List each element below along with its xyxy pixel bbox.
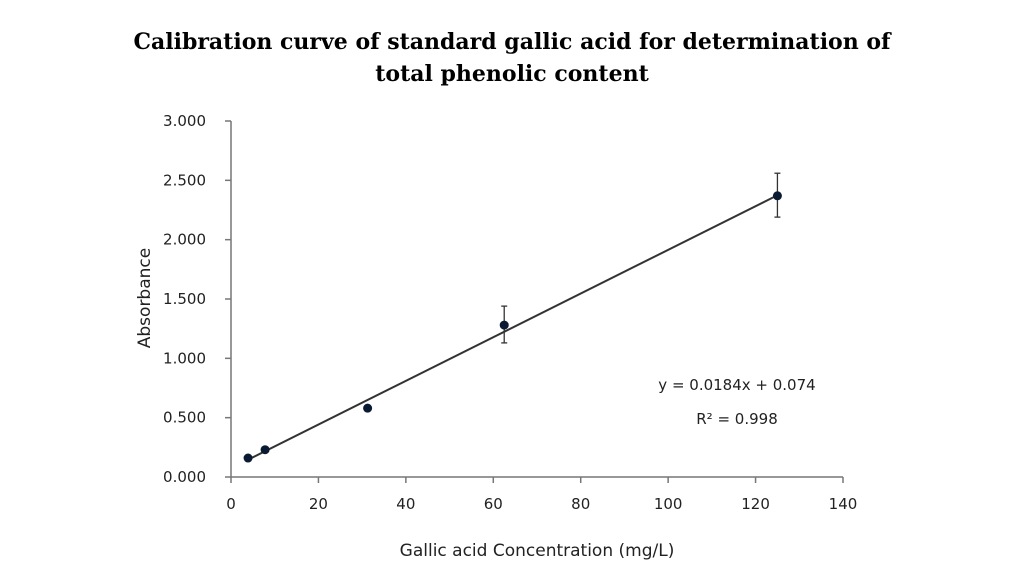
x-tick-label: 120 (741, 495, 770, 513)
y-tick-label: 2.500 (163, 171, 206, 189)
y-tick-label: 2.000 (163, 231, 206, 249)
x-tick-label: 0 (226, 495, 236, 513)
x-tick-label: 60 (484, 495, 503, 513)
y-tick-label: 3.000 (163, 112, 206, 130)
trendline (247, 194, 778, 461)
data-point (243, 453, 253, 463)
y-tick-label: 1.000 (163, 349, 206, 367)
y-tick-label: 0.000 (163, 468, 206, 486)
chart-title-line-2: total phenolic content (375, 61, 649, 87)
x-tick-label: 40 (396, 495, 415, 513)
chart-title: Calibration curve of standard gallic aci… (0, 26, 1024, 90)
x-axis-label: Gallic acid Concentration (mg/L) (400, 541, 675, 561)
x-tick-label: 140 (829, 495, 858, 513)
y-tick-label: 0.500 (163, 409, 206, 427)
r-squared-label: R² = 0.998 (696, 410, 777, 428)
data-point (363, 403, 373, 413)
equation-label: y = 0.0184x + 0.074 (658, 376, 815, 394)
y-tick-label: 1.500 (163, 290, 206, 308)
data-point (499, 320, 509, 330)
y-axis-label: Absorbance (135, 248, 155, 348)
chart-title-line-1: Calibration curve of standard gallic aci… (133, 29, 891, 55)
x-tick-label: 100 (654, 495, 683, 513)
data-point (772, 191, 782, 201)
x-tick-label: 20 (309, 495, 328, 513)
data-point (260, 445, 270, 455)
x-tick-label: 80 (571, 495, 590, 513)
